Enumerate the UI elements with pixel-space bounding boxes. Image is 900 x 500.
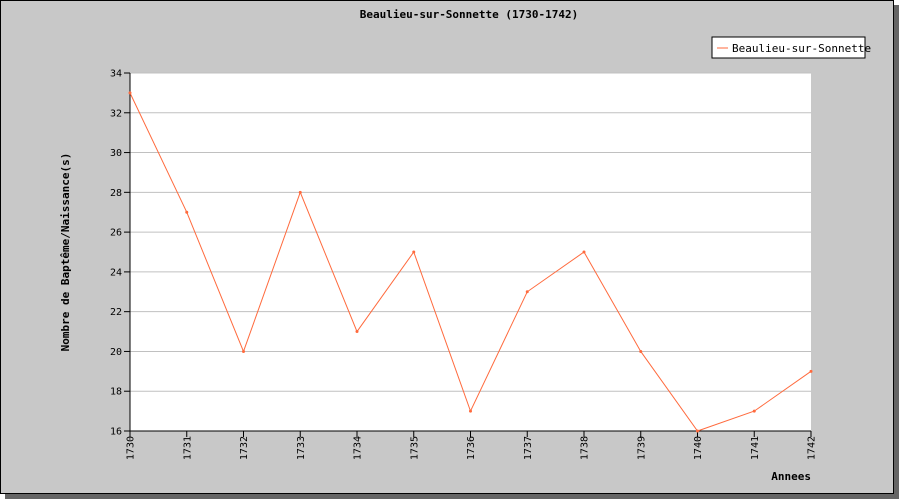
line-chart: Beaulieu-sur-Sonnette (1730-1742) Beauli… bbox=[59, 8, 871, 483]
y-tick-label-16: 16 bbox=[110, 427, 122, 438]
x-tick-label-1735: 1735 bbox=[409, 436, 420, 460]
x-axis-label: Annees bbox=[771, 470, 811, 483]
x-tick-label-1737: 1737 bbox=[523, 436, 534, 460]
y-tick-label-20: 20 bbox=[110, 347, 122, 358]
legend-box bbox=[711, 36, 866, 59]
y-tick-label-32: 32 bbox=[110, 108, 122, 119]
data-point-1736 bbox=[469, 409, 472, 413]
axis-ticks: 16 18 20 22 24 26 28 30 32 34 1730 1731 1732 1733 1734… bbox=[110, 69, 818, 461]
data-point-1741 bbox=[752, 409, 756, 413]
data-point-1735 bbox=[412, 250, 416, 254]
x-tick-label-1733: 1733 bbox=[296, 436, 307, 460]
x-tick-label-1731: 1731 bbox=[182, 436, 193, 460]
y-tick-label-28: 28 bbox=[110, 188, 122, 199]
legend: Beaulieu-sur-Sonnette bbox=[711, 36, 871, 59]
x-tick-label-1742: 1742 bbox=[807, 436, 818, 460]
y-tick-label-34: 34 bbox=[110, 69, 122, 80]
y-tick-label-22: 22 bbox=[110, 307, 122, 318]
x-tick-label-1741: 1741 bbox=[750, 436, 761, 460]
x-tick-label-1739: 1739 bbox=[636, 436, 647, 460]
y-tick-label-26: 26 bbox=[110, 228, 122, 239]
legend-label: Beaulieu-sur-Sonnette bbox=[732, 42, 871, 55]
x-tick-label-1734: 1734 bbox=[353, 436, 364, 460]
data-point-1739 bbox=[639, 349, 643, 353]
y-tick-label-18: 18 bbox=[110, 387, 122, 398]
data-point-1732 bbox=[242, 349, 245, 353]
data-point-1731 bbox=[185, 210, 189, 214]
data-point-1742 bbox=[809, 369, 813, 373]
y-tick-label-24: 24 bbox=[110, 267, 122, 278]
data-point-1737 bbox=[525, 290, 529, 294]
x-tick-label-1732: 1732 bbox=[239, 436, 250, 460]
data-point-1740 bbox=[696, 429, 699, 433]
y-axis-label: Nombre de Baptême/Naissance(s) bbox=[59, 153, 72, 352]
data-point-1733 bbox=[298, 190, 302, 194]
x-tick-label-1730: 1730 bbox=[126, 436, 137, 460]
data-point-1734 bbox=[355, 330, 359, 334]
x-tick-label-1736: 1736 bbox=[466, 436, 477, 460]
series-layer bbox=[128, 91, 813, 433]
y-tick-label-30: 30 bbox=[110, 148, 122, 159]
x-tick-label-1740: 1740 bbox=[693, 436, 704, 460]
chart-title: Beaulieu-sur-Sonnette (1730-1742) bbox=[360, 8, 579, 21]
data-point-1730 bbox=[128, 91, 132, 95]
plot-area bbox=[130, 73, 811, 431]
data-point-1738 bbox=[582, 250, 586, 254]
x-tick-label-1738: 1738 bbox=[580, 436, 591, 460]
